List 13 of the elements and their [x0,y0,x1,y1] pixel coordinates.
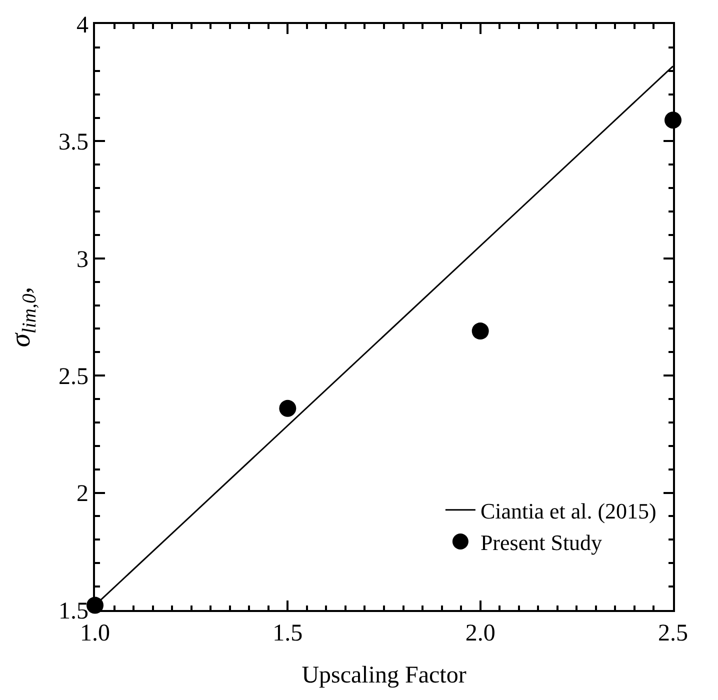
x-tick-label: 2.0 [465,620,496,647]
y-tick-label: 2.5 [58,364,88,390]
y-tick-label: 3 [76,246,88,273]
y-tick-label: 3.5 [58,130,88,156]
y-tick-label: 4 [76,12,88,38]
legend-label: Present Study [480,530,602,556]
x-axis-title: Upscaling Factor [302,662,466,688]
x-tick-label: 1.5 [272,620,303,647]
legend-label: Ciantia et al. (2015) [480,498,656,524]
y-tick-label: 2 [76,481,88,508]
point [279,400,296,417]
x-tick-label: 2.5 [658,620,688,647]
point [472,322,489,340]
